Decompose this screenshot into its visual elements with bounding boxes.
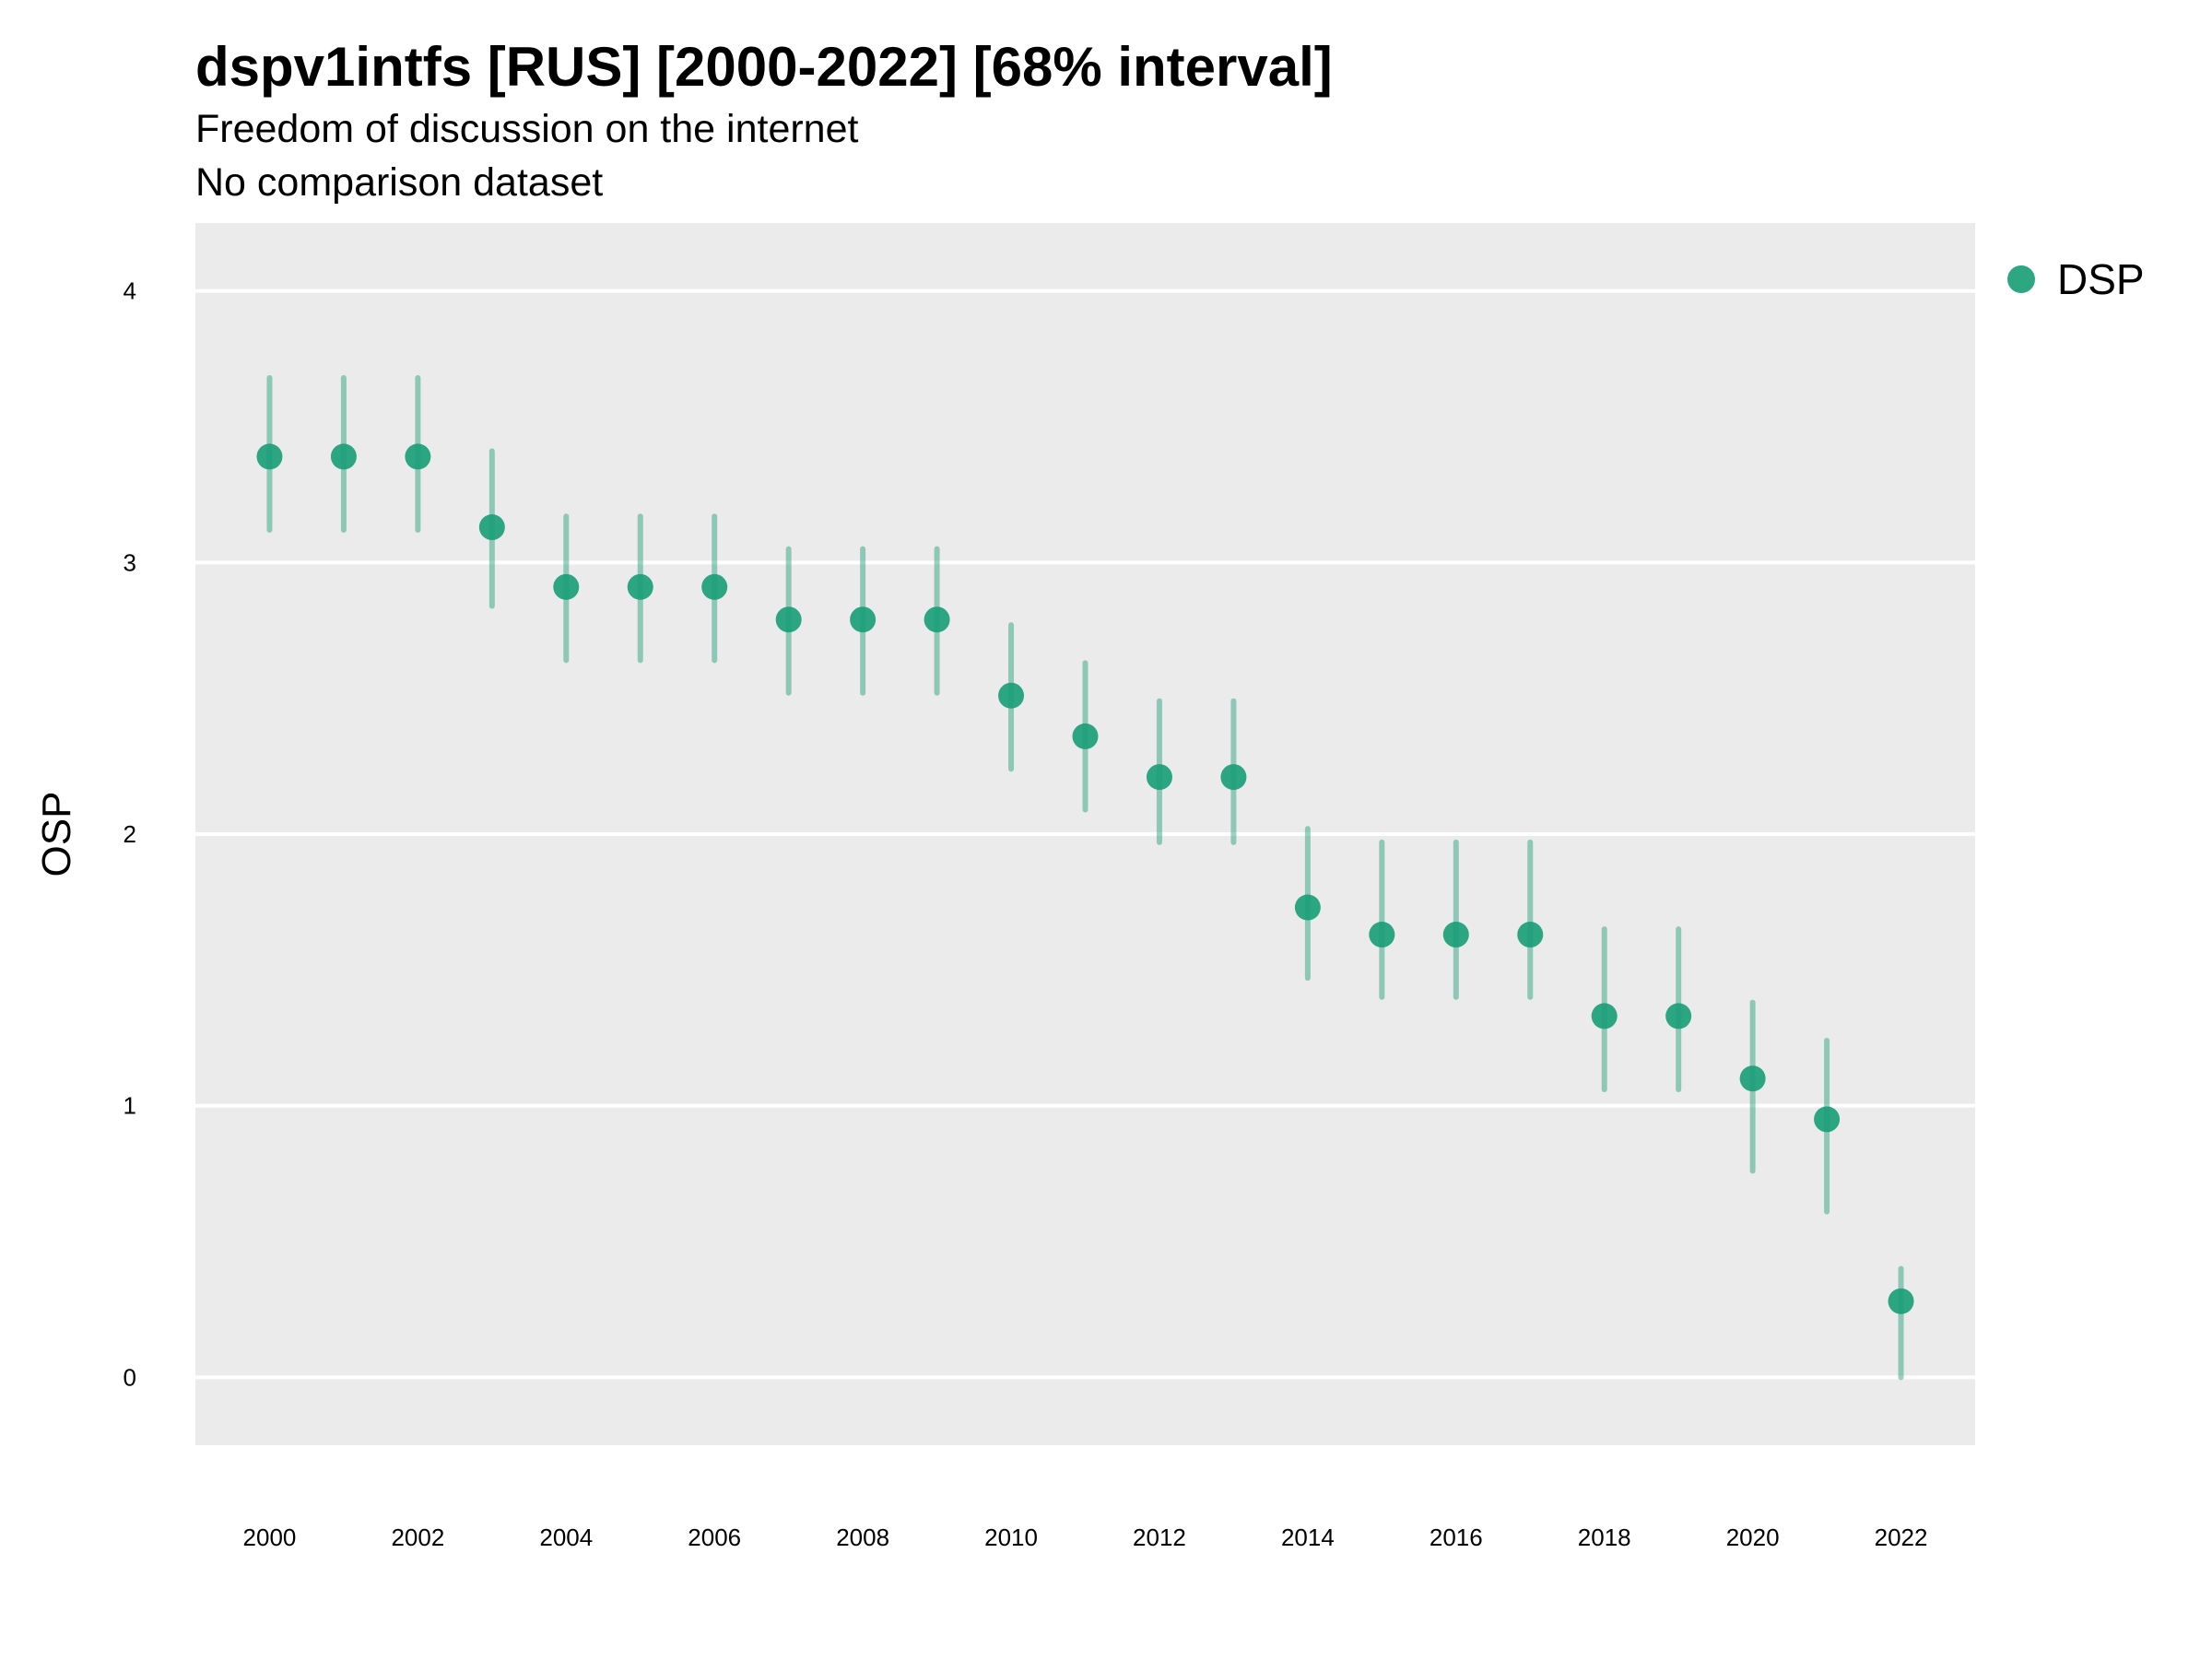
x-tick-label: 2016	[1430, 1524, 1483, 1551]
x-tick-label: 2006	[688, 1524, 741, 1551]
gridlines	[195, 288, 1975, 1380]
data-point-2017	[1517, 922, 1544, 948]
data-point-2015	[1369, 922, 1395, 948]
x-tick-label: 2000	[243, 1524, 297, 1551]
data-point-2001	[330, 443, 357, 470]
data-point-2014	[1294, 894, 1321, 921]
data-point-2011	[1072, 723, 1099, 749]
data-point-2002	[405, 443, 431, 470]
data-point-2007	[775, 606, 802, 633]
data-marks	[256, 374, 1914, 1381]
x-tick-label: 2014	[1281, 1524, 1335, 1551]
legend-label-dsp: DSP	[2057, 255, 2145, 303]
x-tick-label: 2020	[1726, 1524, 1780, 1551]
y-tick-label: 3	[124, 548, 136, 576]
y-tick-label: 0	[124, 1363, 136, 1391]
data-point-2012	[1146, 764, 1172, 791]
legend-marker-dsp	[2007, 265, 2035, 293]
x-tick-label: 2010	[984, 1524, 1038, 1551]
data-point-2008	[850, 606, 877, 633]
legend: DSP	[2007, 254, 2145, 304]
y-tick-label: 2	[124, 820, 136, 848]
data-point-2021	[1814, 1106, 1841, 1133]
y-axis-label: OSP	[34, 792, 79, 877]
data-point-2003	[478, 514, 505, 541]
y-axis-ticks: 0 1 2 3 4	[124, 277, 136, 1392]
data-point-2013	[1220, 764, 1247, 791]
data-point-2000	[256, 443, 283, 470]
y-tick-label: 4	[124, 277, 136, 305]
data-point-2009	[924, 606, 950, 633]
chart-subtitle: Freedom of discussion on the internet	[195, 107, 859, 151]
y-tick-label: 1	[124, 1092, 136, 1120]
x-axis-ticks: 2000 2002 2004 2006 2008 2010 2012 2014 2016 2018…	[243, 1524, 1928, 1551]
data-point-2022	[1888, 1288, 1914, 1314]
data-point-2018	[1591, 1003, 1618, 1030]
data-point-2005	[627, 573, 653, 600]
data-point-2016	[1442, 922, 1469, 948]
x-tick-label: 2022	[1875, 1524, 1928, 1551]
data-point-2020	[1739, 1065, 1766, 1092]
x-tick-label: 2002	[391, 1524, 444, 1551]
data-point-2010	[998, 682, 1025, 709]
x-tick-label: 2018	[1578, 1524, 1631, 1551]
x-tick-label: 2008	[836, 1524, 889, 1551]
data-point-2019	[1665, 1003, 1692, 1030]
data-point-2006	[701, 573, 728, 600]
chart-caption: No comparison dataset	[195, 160, 604, 205]
chart-title: dspv1intfs [RUS] [2000-2022] [68% interv…	[195, 36, 1333, 98]
x-tick-label: 2004	[539, 1524, 593, 1551]
data-point-2004	[553, 573, 580, 600]
x-tick-label: 2012	[1133, 1524, 1186, 1551]
